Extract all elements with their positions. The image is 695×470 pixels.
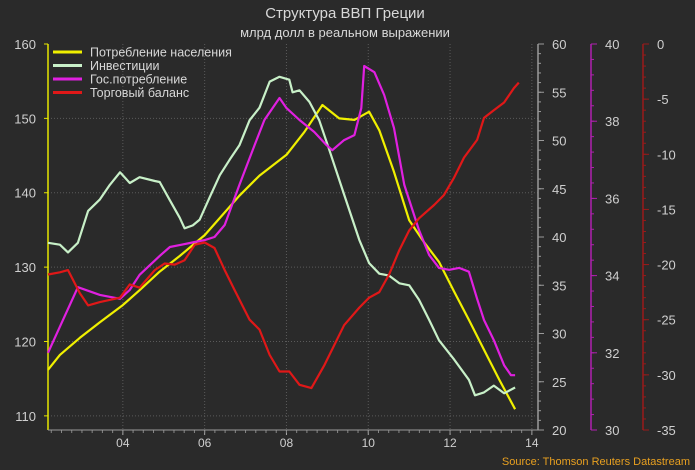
legend-label: Инвестиции [90, 59, 159, 73]
legend-label: Гос.потребление [90, 73, 187, 87]
right1-axis-label: 25 [552, 375, 566, 390]
right2-axis-label: 40 [605, 37, 619, 52]
right1-axis-label: 30 [552, 327, 566, 342]
right2-axis-label: 38 [605, 114, 619, 129]
right1-axis-label: 60 [552, 37, 566, 52]
right1-axis-label: 40 [552, 230, 566, 245]
right1-axis-label: 35 [552, 278, 566, 293]
right1-axis-label: 45 [552, 182, 566, 197]
left-axis-label: 110 [15, 409, 36, 424]
left-axis-label: 120 [14, 334, 36, 349]
right3-axis-label: -35 [657, 423, 676, 438]
x-tick-label: 08 [280, 436, 294, 450]
legend-label: Потребление населения [90, 46, 232, 60]
x-tick-label: 14 [525, 436, 539, 450]
x-tick-label: 12 [443, 436, 457, 450]
right1-axis-label: 20 [552, 423, 566, 438]
series-line-4 [47, 81, 520, 390]
chart-subtitle: млрд долл в реальном выражении [240, 25, 450, 40]
right3-axis-label: 0 [657, 37, 664, 52]
right2-axis-label: 32 [605, 346, 619, 361]
x-tick-label: 04 [116, 436, 130, 450]
x-tick-label: 10 [362, 436, 376, 450]
left-axis-label: 160 [14, 37, 36, 52]
right3-axis-label: -15 [657, 202, 676, 217]
left-axis-label: 130 [14, 260, 36, 275]
series-line-3 [46, 64, 516, 377]
legend-label: Торговый баланс [90, 86, 189, 100]
right2-axis-label: 34 [605, 269, 619, 284]
right3-axis-label: -25 [657, 313, 676, 328]
x-tick-label: 06 [198, 436, 212, 450]
right2-axis-label: 36 [605, 191, 619, 206]
right1-axis-label: 55 [552, 85, 566, 100]
left-axis-label: 140 [14, 186, 36, 201]
right3-axis-label: -10 [657, 147, 676, 162]
chart-title: Структура ВВП Греции [265, 5, 425, 22]
series-line-1 [47, 103, 517, 410]
right2-axis-label: 30 [605, 423, 619, 438]
right3-axis-label: -20 [657, 258, 676, 273]
right1-axis-label: 50 [552, 134, 566, 149]
right3-axis-label: -30 [657, 368, 676, 383]
source-note: Source: Thomson Reuters Datastream [502, 456, 690, 468]
series-line-2 [47, 75, 516, 397]
right3-axis-label: -5 [657, 92, 669, 107]
left-axis-label: 150 [14, 111, 36, 126]
